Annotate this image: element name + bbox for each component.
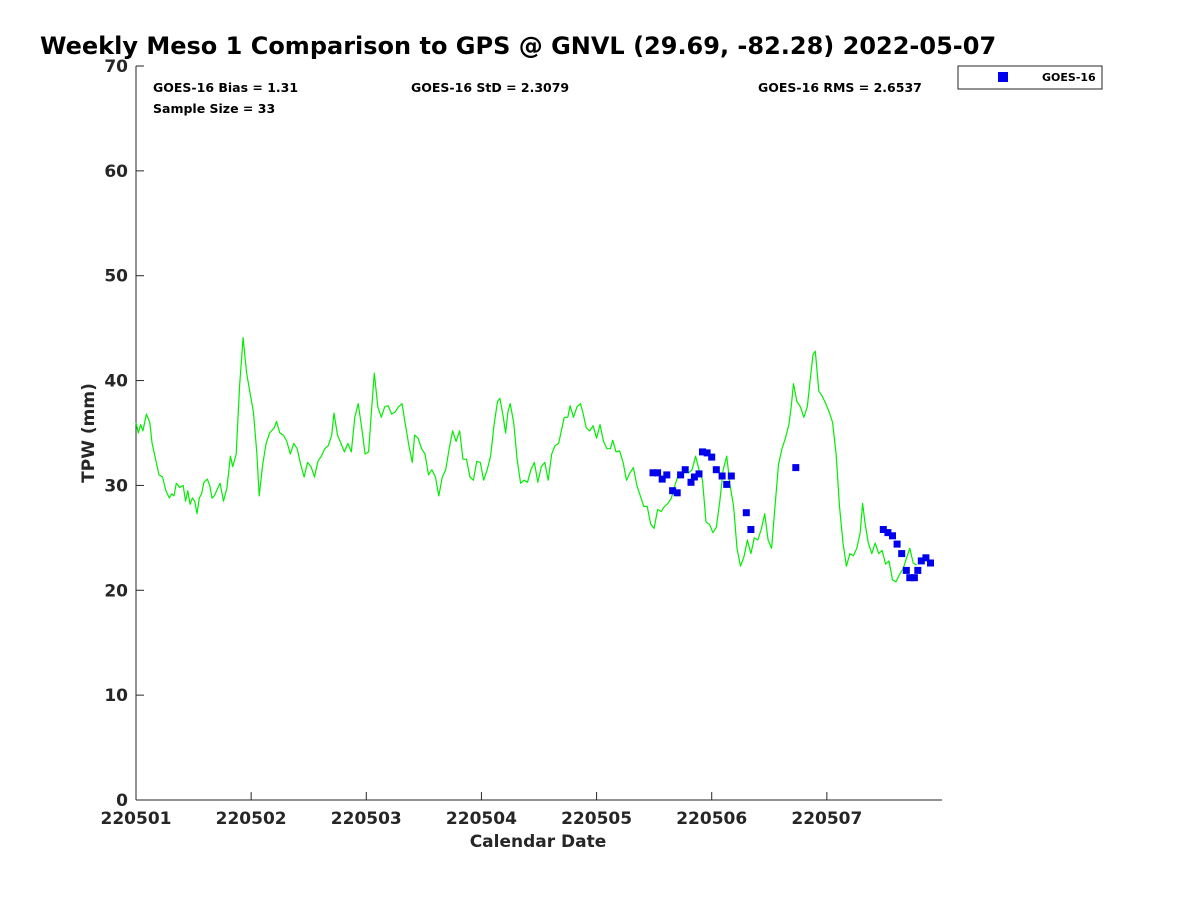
goes16-point [884,529,892,537]
y-tick-label: 60 [104,162,128,182]
goes16-point [898,550,906,558]
goes16-point [742,509,750,517]
goes16-point [658,475,666,483]
y-tick-label: 70 [104,57,128,77]
x-axis-ticks: 220501 220502 220503 220504 220505 220506 2205… [101,792,862,829]
y-tick-label: 0 [116,791,128,811]
goes16-point [677,471,685,479]
x-tick-label: 220502 [216,809,287,829]
y-axis-label: TPW (mm) [79,383,99,483]
goes16-point [902,566,910,574]
plot-area [136,66,942,800]
goes16-point [723,480,731,488]
y-tick-label: 10 [104,686,128,706]
x-tick-label: 220506 [676,809,747,829]
goes16-point [927,559,934,567]
y-tick-label: 20 [104,581,128,601]
stat-bias: GOES-16 Bias = 1.31 [153,80,298,95]
legend-box [957,65,1103,90]
goes16-point [879,526,887,533]
x-tick-label: 220504 [446,809,517,829]
goes16-point [669,487,677,495]
goes16-point [695,470,703,478]
goes16-point [649,469,657,477]
goes16-point [906,574,914,582]
goes16-point [681,466,689,474]
y-axis-ticks: 0 10 20 30 40 50 60 70 [104,57,144,811]
goes16-point [687,478,695,486]
goes16-point [922,554,930,562]
goes16-point [893,540,901,548]
goes16-point [699,448,706,456]
stat-std: GOES-16 StD = 2.3079 [411,80,569,95]
goes16-point [718,472,726,480]
goes16-point [889,532,896,540]
goes16-point [663,471,671,479]
chart-title: Weekly Meso 1 Comparison to GPS @ GNVL (… [40,32,996,60]
y-tick-label: 50 [104,267,128,287]
goes16-point [747,526,755,533]
x-tick-label: 220501 [101,809,172,829]
x-tick-label: 220505 [561,809,632,829]
y-tick-label: 40 [104,372,128,392]
axes [135,66,942,801]
series-goes16-points [649,448,934,582]
goes16-point [917,557,925,565]
goes16-point [727,472,735,480]
stat-sample-size: Sample Size = 33 [153,101,275,116]
goes16-point [673,489,681,497]
x-tick-label: 220507 [791,809,862,829]
goes16-point [654,469,662,477]
x-axis-label: Calendar Date [470,832,607,852]
x-tick-label: 220503 [331,809,402,829]
legend-marker-goes16 [998,72,1008,82]
legend-label-goes16: GOES-16 [1042,71,1096,84]
series-line-gps [135,337,918,583]
stat-rms: GOES-16 RMS = 2.6537 [758,80,922,95]
legend: GOES-16 [957,65,1103,90]
goes16-point [712,466,720,474]
goes16-point [703,449,711,457]
goes16-point [690,473,698,481]
goes16-point [910,574,918,582]
y-tick-label: 30 [104,476,128,496]
goes16-point [708,453,716,461]
goes16-point [792,464,800,472]
gps-line-path [135,337,918,583]
goes16-point [914,566,922,574]
